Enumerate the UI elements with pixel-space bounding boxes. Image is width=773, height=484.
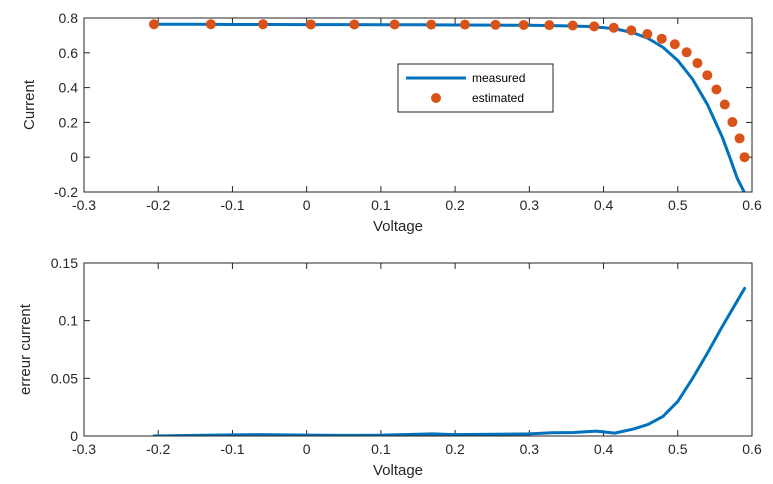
data-point-estimated — [681, 47, 692, 58]
error-current-plot: -0.3 -0.2 -0.1 0 0.1 0.2 0.3 0.4 0.5 0.6 0 0.05 0.1 0… — [17, 255, 762, 479]
x-tick-label: 0.6 — [742, 197, 762, 213]
data-point-estimated — [544, 20, 555, 31]
x-axis-label: Voltage — [373, 218, 423, 235]
x-tick-label: 0.5 — [668, 197, 688, 213]
x-tick-label: 0.4 — [594, 441, 614, 457]
data-point-estimated — [349, 19, 360, 30]
series-line-series-0 — [152, 286, 747, 436]
y-tick-label: 0.6 — [59, 45, 79, 61]
x-tick-label: -0.3 — [72, 197, 96, 213]
y-tick-label: 0.8 — [59, 10, 79, 26]
y-tick-label: 0 — [70, 428, 78, 444]
data-point-estimated — [426, 19, 437, 30]
x-tick-label: 0.3 — [520, 197, 540, 213]
data-point-estimated — [490, 19, 501, 30]
data-point-estimated — [711, 84, 722, 95]
data-point-estimated — [692, 58, 703, 69]
plot-area — [84, 263, 752, 436]
data-point-estimated — [148, 19, 159, 30]
legend-box — [397, 63, 554, 113]
x-tick-label: 0.2 — [445, 197, 465, 213]
legend-label: estimated — [472, 91, 524, 105]
current-voltage-plot: -0.3 -0.2 -0.1 0 0.1 0.2 0.3 0.4 0.5 0.6-0.200.20… — [21, 10, 762, 235]
data-point-estimated — [719, 99, 730, 110]
y-tick-label: 0 — [70, 149, 78, 165]
data-point-estimated — [656, 33, 667, 44]
data-point-estimated — [734, 133, 745, 144]
y-tick-label: 0.05 — [51, 370, 78, 386]
data-point-estimated — [642, 29, 653, 40]
data-point-estimated — [205, 19, 216, 30]
x-tick-label: 0.3 — [520, 441, 540, 457]
y-axis-label: erreur current — [17, 303, 34, 395]
y-tick-label: 0.2 — [59, 114, 79, 130]
x-tick-label: 0.2 — [445, 441, 465, 457]
x-tick-label: -0.2 — [146, 441, 170, 457]
series-group — [148, 19, 750, 192]
legend: measured estimated — [397, 63, 554, 113]
y-tick-label: 0.1 — [59, 313, 79, 329]
y-axis-label: Current — [21, 79, 38, 130]
data-point-estimated — [739, 152, 750, 163]
y-tick-label: -0.2 — [54, 184, 78, 200]
x-tick-label: -0.1 — [220, 441, 244, 457]
y-tick-label: 0.15 — [51, 255, 78, 271]
legend-swatch-marker — [431, 93, 441, 103]
data-point-estimated — [518, 19, 529, 30]
data-point-estimated — [608, 22, 619, 33]
x-tick-label: 0.6 — [742, 441, 762, 457]
data-point-estimated — [567, 20, 578, 31]
x-tick-label: 0.1 — [371, 441, 391, 457]
x-tick-label: -0.1 — [220, 197, 244, 213]
x-axis-label: Voltage — [373, 462, 423, 479]
data-point-estimated — [258, 19, 269, 30]
data-point-estimated — [702, 70, 713, 81]
legend-label: measured — [472, 71, 525, 85]
x-tick-label: 0 — [303, 441, 311, 457]
axes-box — [83, 17, 753, 193]
data-point-estimated — [389, 19, 400, 30]
data-point-estimated — [305, 19, 316, 30]
x-tick-label: -0.3 — [72, 441, 96, 457]
data-point-estimated — [459, 19, 470, 30]
x-tick-label: 0.1 — [371, 197, 391, 213]
data-point-estimated — [727, 117, 738, 128]
x-tick-label: 0.4 — [594, 197, 614, 213]
axes-box — [83, 262, 753, 437]
x-tick-label: -0.2 — [146, 197, 170, 213]
series-group — [152, 286, 747, 436]
y-tick-label: 0.4 — [59, 80, 79, 96]
data-point-estimated — [626, 25, 637, 36]
data-point-estimated — [589, 21, 600, 32]
x-tick-label: 0 — [303, 197, 311, 213]
data-point-estimated — [669, 39, 680, 50]
x-tick-label: 0.5 — [668, 441, 688, 457]
